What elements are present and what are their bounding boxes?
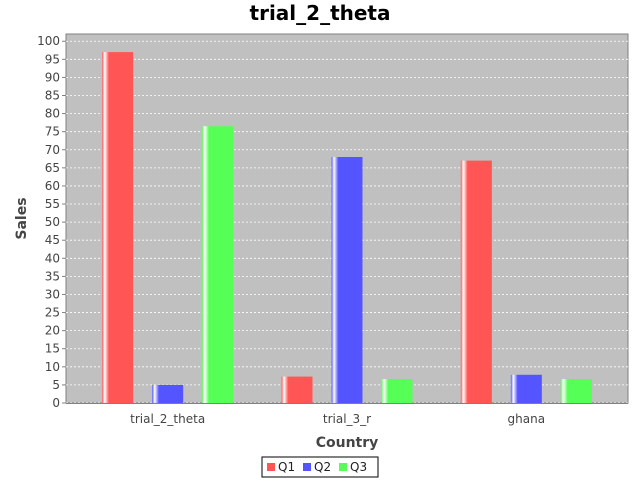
legend-swatch-q2 xyxy=(303,463,311,471)
bar-q1-1 xyxy=(281,376,313,403)
legend-swatch-q3 xyxy=(339,463,347,471)
y-tick-label: 85 xyxy=(45,89,60,103)
x-tick-label: trial_2_theta xyxy=(130,412,205,426)
bar-q3-0 xyxy=(202,126,234,403)
y-tick-label: 75 xyxy=(45,125,60,139)
y-tick-label: 40 xyxy=(45,251,60,265)
legend-label-q3: Q3 xyxy=(350,460,367,474)
y-tick-label: 15 xyxy=(45,342,60,356)
legend-box xyxy=(261,456,379,478)
legend: Q1 Q2 Q3 xyxy=(261,456,379,478)
bar-q3-1 xyxy=(381,379,413,403)
y-axis-label: Sales xyxy=(14,197,30,239)
bar-q3-2 xyxy=(560,379,592,403)
bar-q1-0 xyxy=(102,52,134,404)
bar-q2-0 xyxy=(152,384,184,403)
y-tick-label: 80 xyxy=(45,107,60,121)
y-tick-label: 50 xyxy=(45,215,60,229)
y-tick-label: 0 xyxy=(52,396,60,410)
bar-q1-2 xyxy=(460,160,492,403)
legend-swatch-q1 xyxy=(267,463,275,471)
y-tick-label: 5 xyxy=(52,378,60,392)
legend-label-q1: Q1 xyxy=(278,460,295,474)
y-tick-label: 25 xyxy=(45,306,60,320)
bar-q2-1 xyxy=(331,157,363,403)
axes: 0 5 10 15 20 25 30 35 40 45 50 55 60 65 70 75 80 85 90 95 10… xyxy=(37,34,628,426)
bars xyxy=(102,52,592,404)
y-tick-label: 65 xyxy=(45,161,60,175)
chart-title: trial_2_theta xyxy=(250,1,391,25)
y-tick-label: 70 xyxy=(45,143,60,157)
x-tick-label: trial_3_r xyxy=(323,412,371,426)
y-tick-label: 10 xyxy=(45,360,60,374)
y-tick-label: 95 xyxy=(45,52,60,66)
y-tick-label: 45 xyxy=(45,233,60,247)
y-tick-label: 90 xyxy=(45,70,60,84)
x-tick-label: ghana xyxy=(508,412,546,426)
y-tick-label: 60 xyxy=(45,179,60,193)
y-tick-label: 20 xyxy=(45,324,60,338)
y-tick-label: 100 xyxy=(37,34,60,48)
x-axis-label: Country xyxy=(316,435,379,451)
bar-q2-2 xyxy=(510,374,542,403)
legend-label-q2: Q2 xyxy=(314,460,331,474)
y-tick-label: 35 xyxy=(45,269,60,283)
y-tick-label: 55 xyxy=(45,197,60,211)
y-tick-label: 30 xyxy=(45,287,60,301)
